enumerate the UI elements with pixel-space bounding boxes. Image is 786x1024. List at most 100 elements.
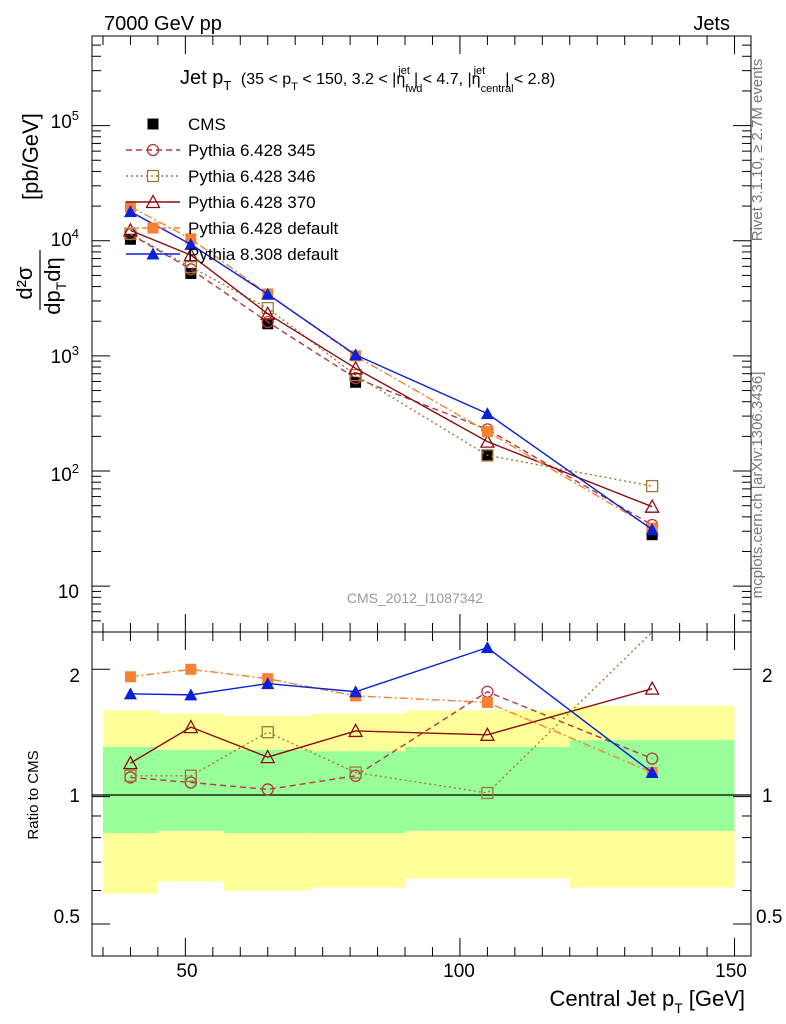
data-point [185,267,197,279]
series-pythia-6-428-346 [124,227,659,493]
main-y-tick-labels: 10 102 103 104 105 [51,108,79,603]
legend-label: CMS [188,115,226,134]
ratio-series-line [130,687,653,764]
ratio-data-point [646,752,659,765]
data-point [349,369,362,382]
data-point [350,376,362,388]
ratio-y-tick-left-1: 1 [69,786,80,807]
data-point [479,433,495,448]
y-tick-label-100: 102 [51,461,79,486]
ratio-data-point [261,783,274,796]
ratio-data-point [261,677,275,690]
legend-entry-cms: CMS [147,115,226,134]
inner-uncertainty-band [102,747,158,834]
ratio-data-point [123,687,137,700]
x-axis-label: Central Jet pT [GeV] [549,986,745,1016]
ratio-series-line [130,646,653,774]
ratio-data-point [260,749,276,764]
ratio-y-tick-right-1: 1 [762,786,773,807]
ratio-series-pythia-8-308-default [123,641,659,779]
source-label: mcplots.cern.ch [arXiv:1306.3436] [749,372,766,599]
ratio-axis-ticks [92,632,751,956]
ratio-series-line [130,690,653,791]
data-point [184,260,198,274]
ratio-panel: 0.5 1 2 0.5 1 2 Ratio to CMS 50 100 150 … [25,631,782,1016]
main-panel: 10 102 103 104 105 d²σ dpTdη [pb/GeV] Je… [12,35,752,633]
series-pythia-6-428-370 [122,222,660,513]
data-point [183,247,199,262]
data-point [481,426,493,438]
main-data-marks [122,201,660,541]
x-tick-label-150: 150 [715,961,747,982]
series-line [130,233,653,487]
ratio-data-point [349,685,363,698]
series-cms [124,233,658,541]
ratio-series-line [130,631,653,794]
ratio-data-point [184,769,198,782]
ratio-data-point [124,671,136,683]
x-tick-label-100: 100 [443,961,475,982]
ratio-series-pythia-6-428-370 [122,680,660,770]
plot-title: Jet pT (35 < pT < 150, 3.2 < |ηfwdjet | <… [180,65,555,95]
rivet-version-label: Rivet 3.1.10, ≥ 2.7M events [749,59,766,242]
series-line [130,229,653,508]
data-point [481,450,493,462]
ratio-data-point [480,641,494,654]
y-tick-label-1000: 103 [51,343,79,368]
data-point [261,287,275,300]
series-line [130,206,653,529]
svg-text:d²σ dpTdη: d²σ dpTdη [12,257,69,315]
series-line [130,233,653,526]
ratio-data-point [645,766,659,779]
ratio-y-axis-label: Ratio to CMS [25,750,42,839]
legend-entry-pythia-6-428-default: Pythia 6.428 default [126,219,339,238]
legend-label: Pythia 6.428 346 [188,167,316,186]
ratio-data-point [122,755,139,770]
ratio-series-pythia-6-428-346 [124,631,653,800]
ratio-data-point [183,719,199,734]
data-point [644,498,660,513]
legend-label: Pythia 6.428 default [188,219,339,238]
data-point [123,205,137,218]
ratio-y-tick-right-2: 2 [762,666,773,687]
ratio-data-point [261,726,274,739]
header-energy: 7000 GeV pp [104,13,222,35]
legend-marker [147,118,159,130]
main-axis-ticks [92,35,751,633]
ratio-uncertainty-bands [102,705,735,894]
analysis-watermark: CMS_2012_I1087342 [347,590,483,606]
svg-text:[pb/GeV]: [pb/GeV] [18,113,43,200]
data-point [348,360,364,375]
y-tick-label-10: 10 [58,582,79,603]
ratio-plot-frame [91,631,752,957]
y-tick-label-10000: 104 [51,226,79,251]
data-point [260,305,276,320]
data-point [262,318,274,330]
legend-entry-pythia-6-428-345: Pythia 6.428 345 [126,141,316,160]
data-point [349,348,363,361]
legend-marker [147,222,159,234]
legend: CMS Pythia 6.428 345 Pythia 6.428 346 Pythi… [126,115,339,264]
legend-label: Pythia 8.308 default [188,245,339,264]
data-point [184,237,198,250]
ratio-data-marks [122,631,660,800]
x-tick-label-50: 50 [176,961,197,982]
ratio-y-tick-right-0: 0.5 [756,907,782,928]
series-pythia-8-308-default [123,205,659,536]
inner-uncertainty-band [157,749,224,831]
inner-uncertainty-band [569,740,735,831]
ratio-data-point [349,766,362,779]
legend-marker [146,143,160,157]
ratio-data-point [481,696,493,708]
y-tick-label-100000: 105 [51,108,79,133]
legend-entry-pythia-8-308-default: Pythia 8.308 default [126,245,339,264]
ratio-data-point [184,776,198,789]
ratio-data-point [184,688,198,701]
inner-uncertainty-band [405,747,570,831]
inner-uncertainty-band [311,751,406,834]
ratio-data-point [644,680,660,695]
ratio-y-tick-left-2: 2 [69,666,80,687]
inner-uncertainty-band [223,749,312,834]
main-y-axis-label: d²σ dpTdη [pb/GeV] [12,113,69,315]
data-point [480,407,494,420]
